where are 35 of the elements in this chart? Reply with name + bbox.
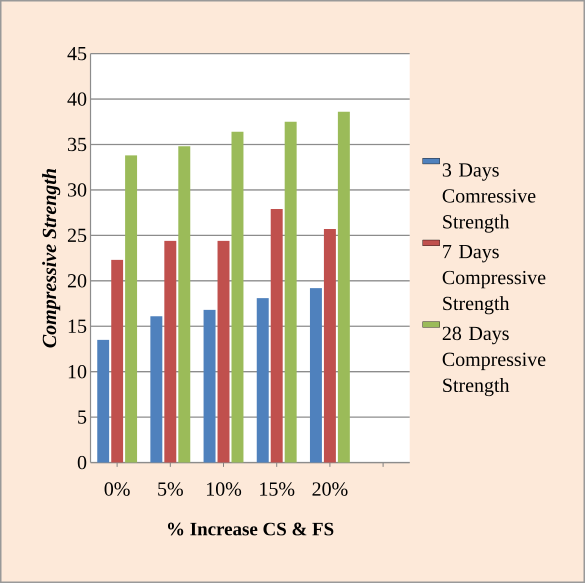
y-tick-label: 30	[68, 183, 86, 197]
bar	[150, 316, 162, 463]
bar	[111, 260, 124, 463]
bar	[164, 240, 176, 463]
y-tick-label: 25	[68, 228, 86, 242]
bar	[97, 340, 110, 463]
legend-label: 7 Days Compressive Strength	[442, 245, 546, 314]
bar	[218, 240, 230, 463]
y-tick-label: 15	[68, 320, 86, 333]
x-tick-label: 5%	[158, 482, 183, 496]
x-axis-title: % Increase CS & FS	[168, 522, 334, 536]
bar	[204, 310, 216, 463]
bar	[270, 209, 283, 463]
x-tick-label: 10%	[206, 482, 242, 496]
bar	[178, 146, 190, 463]
bar	[338, 112, 350, 463]
bar	[125, 155, 138, 463]
y-tick-label: 35	[68, 138, 86, 152]
legend-label: 3 Days Comressive Strength	[442, 163, 536, 233]
y-tick-label: 20	[68, 274, 86, 288]
bar	[310, 288, 322, 463]
bar	[324, 229, 336, 463]
y-tick-label: 10	[68, 364, 86, 378]
y-tick-label: 5	[78, 410, 86, 424]
y-tick-label: 45	[67, 46, 86, 60]
bar	[231, 132, 244, 463]
x-tick-label: 0%	[104, 482, 130, 496]
y-tick-label: 40	[67, 92, 86, 106]
bar	[284, 122, 297, 463]
bar	[256, 298, 269, 463]
y-axis-title: Compressive Strength	[42, 169, 60, 348]
x-tick-label: 20%	[312, 482, 348, 496]
legend-label: 28 Days Compressive Strength	[442, 326, 546, 396]
y-tick-label: 0	[78, 456, 86, 470]
x-tick-label: 15%	[260, 482, 294, 496]
